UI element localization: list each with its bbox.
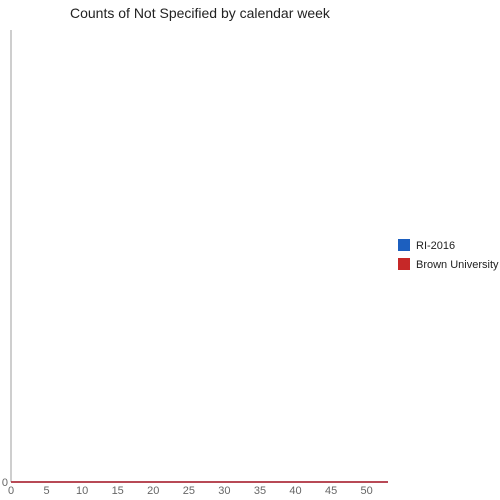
x-tick-label: 20 (147, 485, 159, 497)
legend: RI-2016 Brown University (398, 239, 499, 271)
y-tick-labels: 0 (2, 477, 8, 489)
x-tick-label: 45 (325, 485, 337, 497)
x-tick-label: 40 (289, 485, 301, 497)
x-tick-label: 10 (76, 485, 88, 497)
legend-label: Brown University (416, 259, 499, 271)
x-tick-label: 5 (44, 485, 50, 497)
x-tick-label: 50 (361, 485, 373, 497)
x-tick-labels: 0 5 10 15 20 25 30 35 40 45 50 (8, 485, 373, 497)
legend-label: RI-2016 (416, 240, 455, 252)
legend-swatch (398, 239, 410, 251)
x-tick-label: 25 (183, 485, 195, 497)
x-tick-label: 30 (218, 485, 230, 497)
x-tick-label: 0 (8, 485, 14, 497)
y-tick-label: 0 (2, 477, 8, 489)
chart-title: Counts of Not Specified by calendar week (70, 5, 331, 21)
x-tick-label: 35 (254, 485, 266, 497)
legend-swatch (398, 258, 410, 270)
x-tick-label: 15 (112, 485, 124, 497)
